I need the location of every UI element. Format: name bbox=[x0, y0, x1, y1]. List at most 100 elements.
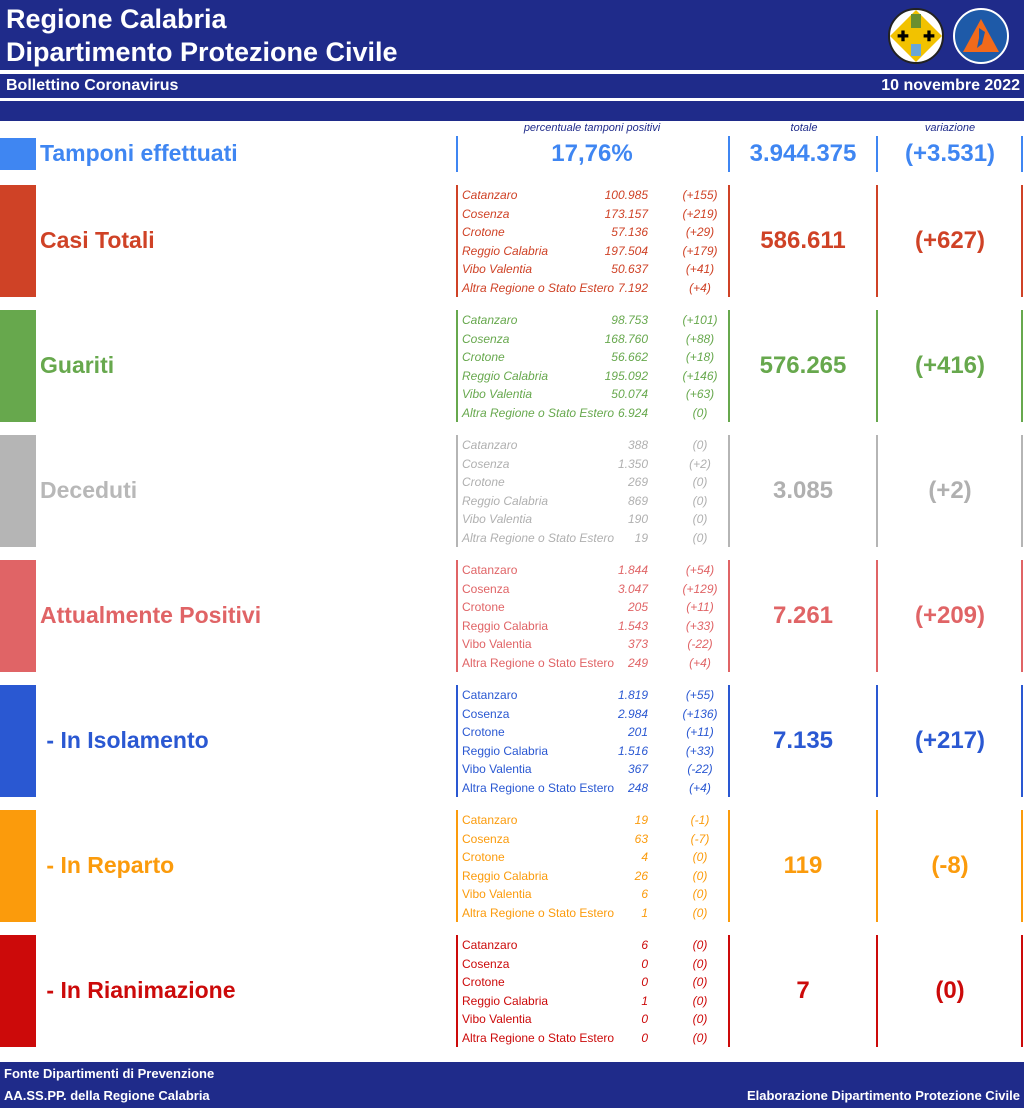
divider bbox=[456, 935, 458, 1047]
province-value: 0 bbox=[641, 956, 648, 971]
province-name: Cosenza bbox=[462, 706, 510, 721]
table-row: Crotone 269 (0) bbox=[460, 473, 726, 492]
province-variation: (-22) bbox=[687, 637, 713, 652]
province-value: 373 bbox=[627, 637, 648, 652]
province-name: Reggio Calabria bbox=[462, 618, 549, 633]
province-variation: (+54) bbox=[685, 563, 715, 577]
province-name: Reggio Calabria bbox=[462, 993, 549, 1008]
table-row: Altra Regione o Stato Estero 249 (+4) bbox=[460, 654, 726, 673]
section-variation: (-8) bbox=[931, 852, 969, 879]
table-row: Catanzaro 100.985 (+155) bbox=[460, 186, 726, 205]
divider bbox=[1021, 560, 1023, 672]
province-value: 388 bbox=[627, 438, 648, 452]
tamponi-total: 3.944.375 bbox=[749, 140, 857, 167]
province-name: Altra Regione o Stato Estero bbox=[462, 405, 615, 420]
table-row: Reggio Calabria 26 (0) bbox=[460, 867, 726, 886]
province-name: Crotone bbox=[462, 350, 505, 365]
province-variation: (+2) bbox=[689, 456, 711, 471]
section-total: 576.265 bbox=[759, 352, 847, 379]
divider bbox=[876, 810, 878, 922]
tamponi-percent: 17,76% bbox=[551, 140, 633, 167]
province-name: Cosenza bbox=[462, 206, 510, 221]
province-name: Vibo Valentia bbox=[462, 762, 532, 777]
province-variation: (0) bbox=[692, 938, 708, 952]
province-value: 173.157 bbox=[604, 206, 648, 221]
province-value: 0 bbox=[641, 1030, 648, 1045]
province-table: Catanzaro 98.753 (+101) Cosenza 168.760 (+88)… bbox=[460, 311, 726, 423]
province-name: Reggio Calabria bbox=[462, 868, 549, 883]
divider bbox=[1021, 685, 1023, 797]
table-row: Vibo Valentia 50.637 (+41) bbox=[460, 260, 726, 279]
province-variation: (-1) bbox=[690, 813, 710, 827]
province-variation: (+55) bbox=[685, 688, 715, 702]
section-label: Guariti bbox=[40, 352, 115, 378]
divider bbox=[728, 310, 730, 422]
province-variation: (0) bbox=[692, 475, 708, 490]
province-value: 2.984 bbox=[617, 706, 648, 721]
province-variation: (0) bbox=[692, 975, 708, 990]
section-variation: (+217) bbox=[914, 727, 986, 754]
table-row: Crotone 57.136 (+29) bbox=[460, 223, 726, 242]
province-variation: (+41) bbox=[685, 262, 715, 277]
province-value: 4 bbox=[641, 850, 648, 865]
province-name: Vibo Valentia bbox=[462, 512, 533, 527]
section-total: 7.261 bbox=[772, 602, 834, 629]
province-variation: (0) bbox=[692, 438, 708, 452]
divider bbox=[456, 560, 458, 672]
footer-source-line2: AA.SS.PP. della Regione Calabria bbox=[4, 1088, 210, 1103]
province-value: 248 bbox=[627, 780, 648, 795]
province-name: Cosenza bbox=[462, 581, 510, 596]
province-name: Crotone bbox=[462, 225, 505, 240]
province-value: 26 bbox=[634, 868, 648, 883]
divider bbox=[728, 560, 730, 672]
province-variation: (+88) bbox=[685, 331, 715, 346]
province-value: 1.819 bbox=[617, 688, 648, 702]
table-row: Vibo Valentia 6 (0) bbox=[460, 885, 726, 904]
table-row: Altra Regione o Stato Estero 19 (0) bbox=[460, 529, 726, 548]
province-value: 6 bbox=[641, 938, 648, 952]
section-total: 7 bbox=[796, 977, 810, 1004]
province-table: Catanzaro 100.985 (+155) Cosenza 173.157 (+21… bbox=[460, 186, 726, 298]
province-variation: (+155) bbox=[682, 188, 718, 202]
divider bbox=[456, 810, 458, 922]
province-name: Cosenza bbox=[462, 456, 510, 471]
province-value: 6 bbox=[641, 887, 648, 902]
table-row: Cosenza 63 (-7) bbox=[460, 830, 726, 849]
divider bbox=[876, 685, 878, 797]
province-variation: (0) bbox=[692, 905, 708, 920]
table-row: Altra Regione o Stato Estero 248 (+4) bbox=[460, 779, 726, 798]
footer-credit: Elaborazione Dipartimento Protezione Civ… bbox=[746, 1088, 1020, 1103]
section-color-block bbox=[0, 560, 36, 672]
table-row: Catanzaro 1.844 (+54) bbox=[460, 561, 726, 580]
tamponi-variation: (+3.531) bbox=[904, 140, 996, 167]
table-row: Crotone 201 (+11) bbox=[460, 723, 726, 742]
province-name: Catanzaro bbox=[462, 813, 518, 827]
province-variation: (-7) bbox=[690, 831, 710, 846]
table-row: Reggio Calabria 197.504 (+179) bbox=[460, 242, 726, 261]
table-row: Crotone 0 (0) bbox=[460, 973, 726, 992]
table-row: Cosenza 173.157 (+219) bbox=[460, 205, 726, 224]
province-value: 190 bbox=[627, 512, 648, 527]
table-row: Vibo Valentia 373 (-22) bbox=[460, 635, 726, 654]
province-value: 98.753 bbox=[611, 313, 648, 327]
table-row: Cosenza 2.984 (+136) bbox=[460, 705, 726, 724]
province-variation: (0) bbox=[692, 1012, 708, 1027]
bulletin-date: 10 novembre 2022 bbox=[881, 77, 1020, 94]
table-row: Catanzaro 388 (0) bbox=[460, 436, 726, 455]
province-value: 869 bbox=[627, 493, 648, 508]
province-variation: (0) bbox=[692, 993, 708, 1008]
province-value: 19 bbox=[634, 813, 648, 827]
province-variation: (+136) bbox=[682, 706, 718, 721]
table-row: Catanzaro 19 (-1) bbox=[460, 811, 726, 830]
province-value: 367 bbox=[627, 762, 648, 777]
province-value: 100.985 bbox=[604, 188, 648, 202]
divider bbox=[1021, 935, 1023, 1047]
divider bbox=[456, 685, 458, 797]
divider bbox=[456, 310, 458, 422]
province-name: Reggio Calabria bbox=[462, 243, 549, 258]
section-total: 119 bbox=[783, 852, 823, 879]
table-row: Altra Regione o Stato Estero 6.924 (0) bbox=[460, 404, 726, 423]
table-row: Catanzaro 98.753 (+101) bbox=[460, 311, 726, 330]
province-table: Catanzaro 19 (-1) Cosenza 63 (-7) Crotone 4 (0) R… bbox=[460, 811, 726, 923]
divider bbox=[876, 935, 878, 1047]
